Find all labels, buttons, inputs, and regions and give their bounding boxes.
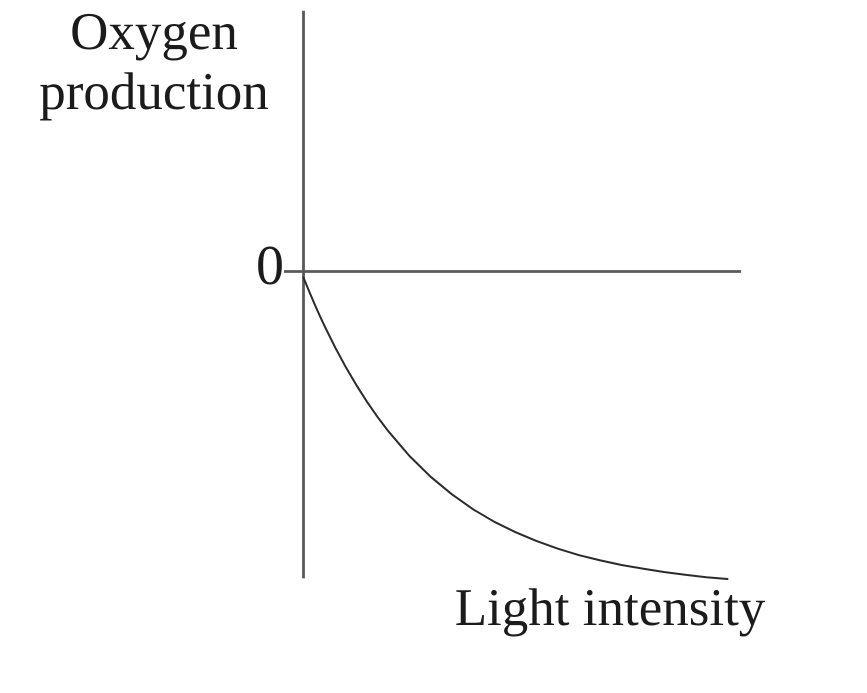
- x-axis-label: Light intensity: [454, 579, 766, 637]
- y-axis-label: Oxygen production: [39, 3, 269, 121]
- origin-zero-label: 0: [256, 235, 284, 297]
- oxygen-production-curve: [302, 276, 729, 580]
